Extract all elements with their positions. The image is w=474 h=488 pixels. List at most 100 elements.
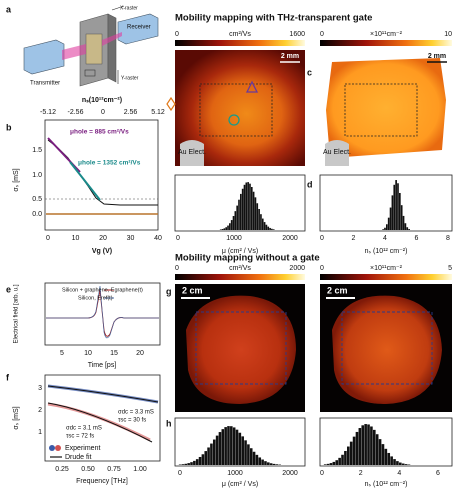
histogram-bar	[272, 229, 275, 230]
histogram-bar	[193, 460, 196, 465]
histogram-bar	[225, 227, 228, 230]
plot-frame	[174, 417, 306, 467]
heatmap	[332, 295, 442, 404]
tick-label: 1	[38, 429, 42, 436]
colorbar	[175, 40, 305, 46]
electrode	[325, 140, 349, 166]
histogram-bar	[254, 197, 257, 230]
tick-label: 0.75	[107, 466, 121, 473]
tick-label: 6	[436, 470, 440, 477]
histogram-bar	[249, 448, 253, 465]
histogram-bar	[195, 459, 199, 465]
colorbar-label: 1600	[289, 31, 305, 38]
histogram-bar	[271, 228, 273, 230]
histogram-bar	[370, 426, 373, 465]
histogram-bar	[238, 199, 240, 230]
annotation: μhole = 885 cm²/Vs	[70, 129, 129, 136]
plot-frame	[44, 282, 161, 346]
tick-label: 0	[320, 470, 324, 477]
axis-label: σₛ [mS]	[13, 168, 20, 191]
tick-label: 2	[38, 407, 42, 414]
setup-diagram	[23, 5, 159, 87]
histogram-bar	[389, 207, 392, 230]
histogram-bar	[255, 454, 259, 465]
label: Transmitter	[30, 81, 60, 87]
tick-label: 0.0	[32, 211, 42, 218]
histogram-bar	[244, 440, 247, 465]
histogram-bar	[269, 463, 273, 465]
axis-label: nₛ (10¹² cm⁻²)	[365, 248, 408, 255]
colorbar	[320, 274, 452, 280]
histogram-bar	[241, 436, 244, 465]
histogram-bar	[230, 426, 233, 465]
histogram-bar	[406, 227, 409, 230]
axis-label: Electrical field [arb. u.]	[14, 284, 20, 343]
annotation: σdc = 3.1 mS	[66, 426, 102, 432]
histogram-bar	[399, 462, 402, 465]
panel-letter: d	[307, 179, 313, 189]
histogram-bar	[381, 444, 385, 465]
annotation: τsc = 30 fs	[118, 418, 146, 424]
tick-label: 5	[60, 350, 64, 357]
colorbar-label: 10	[444, 31, 452, 38]
colorbar-label: 0	[175, 265, 179, 272]
histogram-bar	[332, 461, 336, 465]
histogram-bar	[378, 439, 382, 465]
tick-label: 1.0	[32, 172, 42, 179]
histogram-bar	[221, 429, 225, 465]
tick-label: 5.12	[151, 109, 165, 116]
label: Y-raster	[121, 75, 139, 81]
colorbar-label: cm²/Vs	[229, 265, 251, 272]
plot-frame	[44, 374, 161, 462]
histogram-bar	[243, 184, 246, 230]
histogram-bar	[364, 424, 367, 465]
plot-frame	[319, 417, 453, 467]
fit-line	[47, 385, 159, 443]
histogram-bar	[402, 215, 405, 230]
legend-entry: Drude fit	[65, 454, 92, 461]
histogram-bar	[401, 463, 405, 465]
histogram-bar	[338, 457, 341, 465]
histogram-bar	[234, 211, 237, 230]
heatmap	[326, 58, 446, 158]
histogram-bar	[201, 454, 205, 465]
axis-label: σₛ [mS]	[13, 406, 20, 429]
region	[195, 311, 287, 385]
histogram-bar	[221, 229, 224, 230]
histogram-bar	[247, 444, 250, 465]
histogram-bar	[393, 184, 396, 230]
panel-letter: g	[166, 286, 172, 296]
tick-label: 4	[397, 470, 401, 477]
histogram-bar	[247, 182, 249, 230]
histogram-bar	[382, 229, 384, 230]
axis-label: Frequency [THz]	[76, 478, 128, 485]
tick-label: 20	[99, 235, 107, 242]
plot-frame	[44, 119, 159, 231]
axis-label: nₛ (10¹² cm⁻²)	[365, 481, 408, 488]
scale-label: 2 cm	[182, 285, 203, 295]
tick-label: 1.5	[32, 147, 42, 154]
panel-letter: a	[6, 4, 12, 14]
histogram-bar	[218, 432, 222, 465]
histogram-bar	[212, 439, 216, 465]
histogram-bar	[181, 464, 185, 465]
histogram-bar	[404, 223, 407, 230]
electrode	[180, 140, 204, 166]
tick-label: 1000	[227, 470, 243, 477]
marker	[245, 80, 259, 93]
panel-letter: e	[6, 284, 11, 294]
label: X-raster	[120, 5, 138, 11]
tick-label: 40	[154, 235, 162, 242]
tick-label: 0.25	[55, 466, 69, 473]
label: Au Elect.	[178, 149, 206, 156]
label: Au Elect.	[323, 149, 351, 156]
tick-label: 0	[101, 109, 105, 116]
histogram-bar	[184, 463, 188, 465]
tick-label: 2	[352, 235, 356, 242]
histogram-bar	[335, 460, 339, 465]
panel-letter: h	[166, 418, 172, 428]
histogram-bar	[384, 227, 386, 230]
axis-label: Time [ps]	[88, 362, 117, 369]
histogram-bar	[223, 228, 226, 230]
tick-label: 0.5	[32, 196, 42, 203]
